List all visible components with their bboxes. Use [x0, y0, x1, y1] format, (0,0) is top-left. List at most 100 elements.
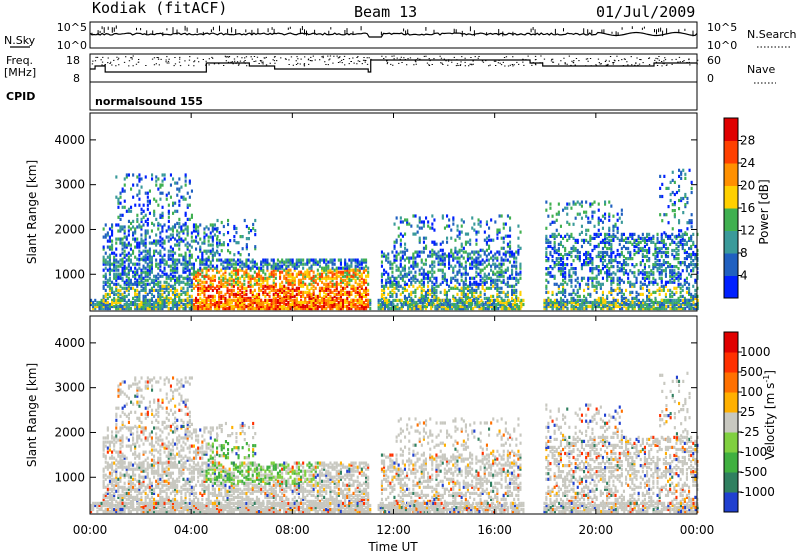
range-gate-cell — [694, 265, 697, 269]
range-gate-cell — [121, 298, 124, 302]
range-gate-cell — [197, 286, 200, 290]
range-gate-cell — [144, 255, 147, 259]
range-gate-cell — [406, 220, 409, 224]
range-gate-cell — [148, 268, 151, 272]
range-gate-cell — [576, 250, 579, 255]
range-gate-cell — [178, 274, 181, 278]
range-gate-cell — [350, 302, 353, 307]
range-gate-cell — [562, 272, 565, 276]
range-gate-cell — [211, 239, 214, 243]
range-gate-cell — [574, 284, 577, 288]
range-gate-cell — [136, 225, 139, 229]
range-gate-cell — [408, 272, 411, 276]
range-gate-cell — [222, 243, 225, 247]
range-gate-cell — [325, 300, 328, 305]
range-gate-cell — [673, 286, 676, 290]
range-gate-cell — [165, 229, 168, 233]
range-gate-cell — [258, 276, 261, 280]
range-gate-cell — [475, 256, 478, 260]
range-gate-cell — [562, 286, 565, 290]
range-gate-cell — [224, 280, 227, 284]
range-gate-cell — [574, 238, 577, 242]
range-gate-cell — [433, 288, 436, 292]
range-gate-cell — [293, 278, 296, 282]
range-gate-cell — [186, 288, 189, 292]
range-gate-cell — [119, 237, 122, 241]
range-gate-cell — [127, 258, 130, 262]
range-gate-cell — [150, 280, 153, 284]
range-gate-cell — [178, 225, 181, 229]
range-gate-cell — [226, 300, 229, 305]
range-gate-cell — [300, 278, 303, 282]
range-gate-cell — [471, 302, 474, 307]
range-gate-cell — [264, 306, 267, 311]
range-gate-cell — [144, 278, 147, 282]
range-gate-cell — [165, 262, 168, 266]
range-gate-cell — [578, 282, 581, 286]
range-gate-cell — [589, 267, 592, 271]
range-gate-cell — [339, 298, 342, 302]
range-gate-cell — [513, 264, 516, 268]
range-gate-cell — [228, 278, 231, 282]
range-gate-cell — [553, 274, 556, 278]
range-gate-cell — [671, 274, 674, 278]
range-gate-cell — [153, 280, 156, 284]
range-gate-cell — [475, 258, 478, 262]
range-gate-cell — [662, 242, 665, 246]
range-gate-cell — [222, 276, 225, 280]
range-gate-cell — [399, 250, 402, 254]
range-gate-cell — [656, 236, 659, 240]
range-gate-cell — [138, 292, 141, 296]
range-gate-cell — [102, 302, 105, 307]
range-gate-cell — [545, 272, 548, 276]
range-gate-cell — [207, 276, 210, 280]
range-gate-cell — [477, 260, 480, 264]
range-gate-cell — [258, 286, 261, 290]
range-gate-cell — [211, 302, 214, 307]
range-gate-cell — [239, 258, 242, 262]
range-gate-cell — [195, 274, 198, 278]
range-gate-cell — [483, 252, 486, 256]
range-gate-cell — [553, 220, 556, 224]
range-gate-cell — [517, 236, 520, 240]
range-gate-cell — [686, 201, 689, 205]
range-gate-cell — [264, 262, 267, 266]
range-gate-cell — [683, 296, 686, 300]
range-gate-cell — [289, 288, 292, 292]
range-gate-cell — [616, 292, 619, 296]
range-gate-cell — [599, 259, 602, 263]
range-gate-cell — [125, 237, 128, 241]
range-gate-cell — [203, 262, 206, 266]
range-gate-cell — [146, 251, 149, 255]
range-gate-cell — [146, 257, 149, 261]
range-gate-cell — [589, 276, 592, 280]
range-gate-cell — [108, 264, 111, 268]
range-gate-cell — [622, 280, 625, 284]
range-gate-cell — [553, 276, 556, 280]
range-gate-cell — [230, 284, 233, 288]
range-gate-cell — [572, 296, 575, 300]
range-gate-cell — [171, 304, 174, 309]
range-gate-cell — [159, 280, 162, 284]
range-gate-cell — [325, 306, 328, 311]
range-gate-cell — [157, 262, 160, 266]
range-gate-cell — [427, 290, 430, 294]
range-gate-cell — [641, 236, 644, 240]
range-gate-cell — [274, 272, 277, 276]
range-gate-cell — [545, 246, 548, 251]
range-gate-cell — [509, 216, 512, 220]
range-gate-cell — [379, 298, 382, 302]
range-gate-cell — [199, 302, 202, 307]
range-gate-cell — [331, 258, 334, 262]
range-gate-cell — [597, 202, 600, 206]
range-gate-cell — [387, 300, 390, 305]
range-gate-cell — [155, 298, 158, 302]
range-gate-cell — [477, 294, 480, 298]
range-gate-cell — [604, 202, 607, 206]
range-gate-cell — [610, 252, 613, 257]
range-gate-cell — [146, 262, 149, 266]
range-gate-cell — [475, 262, 478, 266]
range-gate-cell — [142, 300, 145, 305]
freq-left-label-2: [MHz] — [4, 66, 36, 79]
range-gate-cell — [354, 272, 357, 276]
